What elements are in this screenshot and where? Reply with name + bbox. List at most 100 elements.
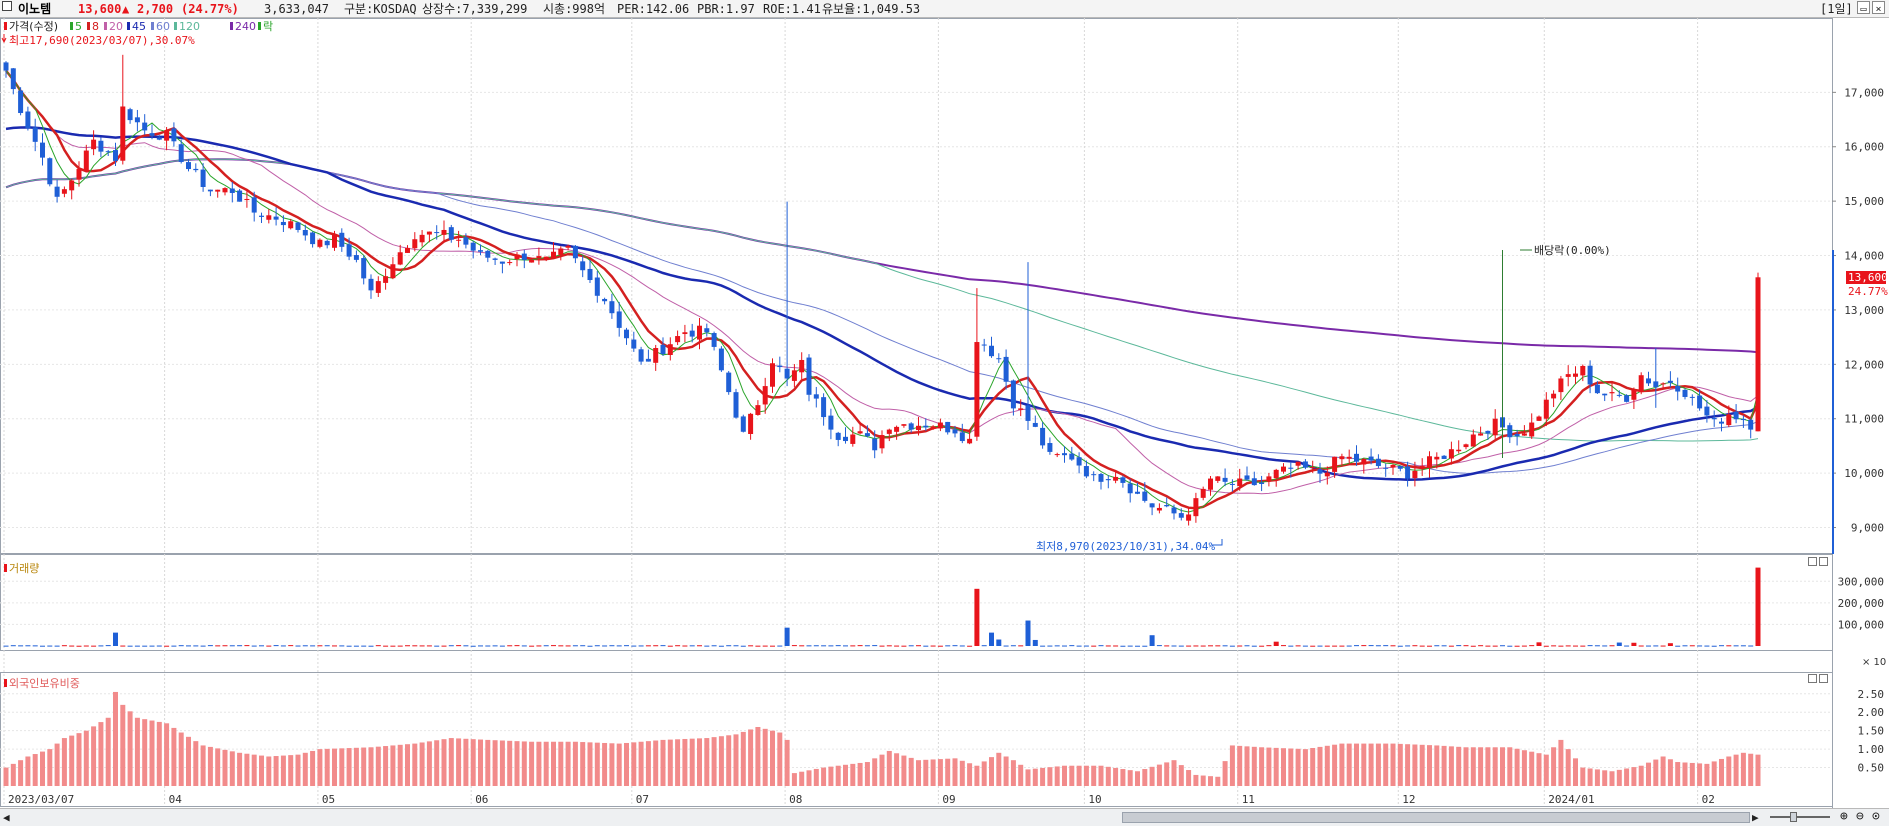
panel-min-icon[interactable] [1808,557,1817,566]
foreign-ratio-bar [1711,761,1717,786]
foreign-ratio-bar [1463,747,1469,786]
volume-bar [1047,645,1053,647]
price-tick-label: 17,000 [1844,86,1884,99]
scroll-left-icon[interactable]: ◀ [3,811,10,824]
volume-bar [1667,643,1673,646]
foreign-ratio-bar [770,730,775,786]
candle-body [762,386,768,405]
foreign-ratio-bar [1040,767,1046,786]
volume-bar [1551,645,1557,647]
foreign-ratio-bar [1098,765,1104,786]
foreign-ratio-bar [1069,765,1075,786]
close-icon[interactable]: × [1872,1,1885,15]
panel-min-icon[interactable] [1808,674,1817,683]
restore-icon[interactable]: ▭ [1857,1,1870,15]
last-price-box [1846,271,1886,284]
candle-body [10,68,16,90]
foreign-ratio-bar [1229,745,1235,786]
legend-ma8: 8 [92,20,99,33]
panel-buttons[interactable] [1808,557,1828,683]
volume-bar [1675,645,1681,647]
roe-value: ROE:1.41 [763,2,821,16]
zoom-slider-handle[interactable] [1790,812,1797,822]
foreign-ratio-bar [1500,747,1505,786]
volume-tick-label: 200,000 [1838,597,1884,610]
foreign-ratio-bar [1565,749,1571,786]
foreign-ratio-bar [105,717,111,786]
volume-bar [156,645,162,647]
panel-close-icon[interactable] [1819,674,1828,683]
foreign-ratio-bar [310,750,316,786]
volume-bar [886,645,892,647]
volume-tick-label: 300,000 [1838,575,1884,588]
candle-body [1543,399,1549,419]
candle-body [98,140,104,152]
foreign-ratio-bar [791,773,797,786]
zoom-out-icon[interactable]: ⊖ [1856,809,1864,824]
candle-body [127,109,133,121]
foreign-ratio-bar [1266,747,1272,786]
foreign-ratio-bar [1594,769,1600,786]
foreign-ratio-bar [237,752,243,786]
volume-bar [426,645,432,647]
foreign-ratio-bar [193,741,199,786]
volume-bar [98,645,104,647]
scroll-right-icon[interactable]: ▶ [1752,811,1759,824]
foreign-ratio-bar [521,741,527,786]
candle-body [726,372,732,393]
scroll-thumb[interactable] [1122,812,1750,823]
candle-body [609,301,615,314]
foreign-ratio-bar [200,745,206,786]
foreign-ratio-bar [1244,746,1250,786]
foreign-ratio-bar [1200,775,1206,786]
candle-body [1098,473,1104,482]
candle-body [1412,470,1418,479]
foreign-ratio-bar [1164,762,1170,786]
volume-bar [1390,645,1396,647]
candle-body [1397,465,1403,469]
volume-bar [1740,645,1746,647]
volume-bar [813,645,819,647]
high-annotation: 최고17,690(2023/03/07),30.07% [9,34,195,47]
stock-chart[interactable]: 9,000 10,000 11,000 12,000 13,000 14,000 15,00… [0,18,1889,808]
candle-body [1689,396,1695,398]
zoom-reset-icon[interactable]: ⊙ [1872,809,1880,824]
volume-bar [1594,645,1600,647]
candle-body [1368,456,1374,461]
foreign-ratio-bar [280,755,286,786]
candle-body [375,281,381,293]
foreign-ratio-bar [784,739,790,786]
volume-bar [645,645,651,647]
volume-bar [1660,645,1666,647]
candle-body [280,221,286,226]
foreign-ratio-bar [1032,768,1038,786]
scrollbar[interactable]: ◀ ▶ ⊕ ⊖ ⊙ [0,808,1889,826]
foreign-ratio-bar [171,727,177,786]
volume-bar [631,645,637,647]
foreign-ratio-bar [755,726,761,786]
candle-body [390,264,396,279]
candle-body [777,365,783,368]
period-selector[interactable]: [1일] [1820,2,1853,16]
foreign-ratio-bar [156,721,162,786]
candle-body [974,342,980,437]
volume-bar [295,645,301,647]
foreign-ratio-bar [762,728,768,786]
candle-body [908,423,914,430]
volume-bar [930,645,936,647]
panel-close-icon[interactable] [1819,557,1828,566]
candle-body [645,358,651,362]
candle-body [1208,478,1213,490]
foreign-ratio-bar [981,761,987,786]
zoom-slider[interactable] [1770,816,1830,818]
volume-bar [485,645,491,647]
close-checkbox[interactable] [2,1,12,11]
volume-bar [280,645,286,647]
candle-body [755,405,761,415]
zoom-in-icon[interactable]: ⊕ [1840,809,1848,824]
candle-body [514,254,520,260]
foreign-ratio-bar [1441,745,1447,786]
foreign-ratio-bar [718,736,724,786]
volume-bars [3,567,1761,647]
volume-bar [1076,645,1082,647]
